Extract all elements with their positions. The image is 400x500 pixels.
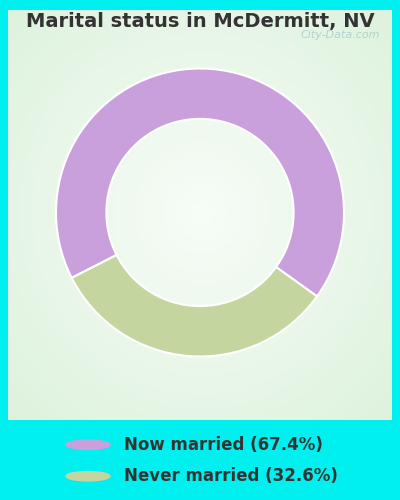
- Wedge shape: [72, 255, 317, 356]
- Circle shape: [66, 440, 110, 450]
- Text: City-Data.com: City-Data.com: [301, 30, 380, 40]
- Text: Now married (67.4%): Now married (67.4%): [124, 436, 323, 454]
- Text: Never married (32.6%): Never married (32.6%): [124, 467, 338, 485]
- Wedge shape: [56, 68, 344, 296]
- Circle shape: [66, 472, 110, 481]
- Text: Marital status in McDermitt, NV: Marital status in McDermitt, NV: [26, 12, 374, 32]
